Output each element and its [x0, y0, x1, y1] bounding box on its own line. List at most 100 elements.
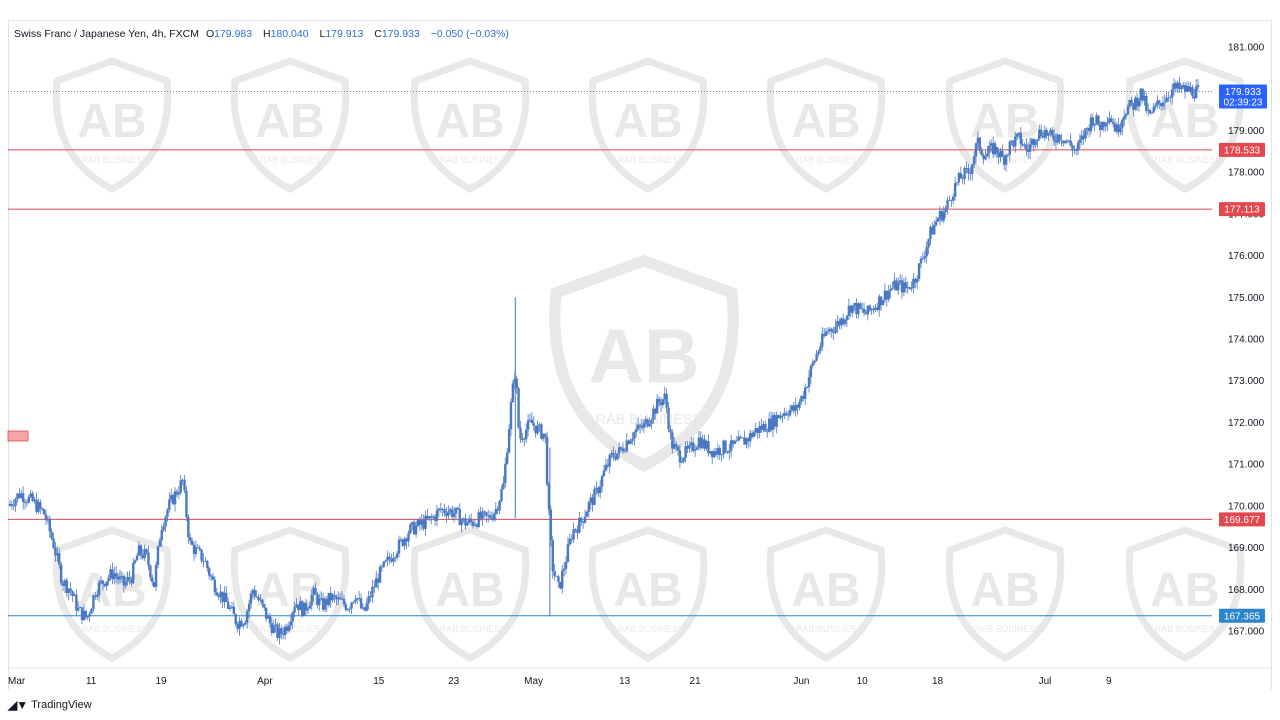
candle-body — [428, 516, 431, 519]
open-value: 179.983 — [214, 28, 253, 40]
candle-body — [244, 622, 247, 625]
candle-body — [390, 559, 393, 562]
candle-body — [953, 183, 957, 197]
watermark-text: ARAB BUSINESS — [254, 155, 327, 165]
candle-body — [690, 442, 693, 445]
candle-body — [1172, 83, 1176, 90]
candle-body — [90, 608, 93, 614]
candle-body — [663, 393, 666, 400]
candle-body — [171, 495, 175, 505]
candle-body — [712, 451, 716, 458]
candle-body — [312, 587, 315, 595]
candle-body — [589, 497, 592, 503]
chart-frame[interactable] — [8, 20, 1272, 690]
candle-body — [925, 247, 928, 257]
candle-body — [291, 612, 294, 622]
candle-body — [574, 529, 577, 530]
candle-body — [733, 440, 737, 444]
candle-series — [8, 76, 1200, 645]
candle-body — [23, 502, 27, 503]
candle-body — [458, 509, 461, 526]
candle-body — [308, 605, 311, 609]
candle-body — [1039, 129, 1043, 137]
shield-outline — [588, 57, 708, 193]
time-tick-label: May — [524, 676, 543, 687]
candle-body — [401, 539, 404, 546]
candle-body — [760, 425, 763, 430]
candle-body — [684, 445, 687, 458]
candle-body — [120, 575, 124, 577]
watermark-shield-bottom: AB ARAB BUSINESS — [766, 526, 886, 662]
candle-body — [435, 510, 439, 521]
candle-body — [872, 308, 875, 311]
candle-body — [94, 595, 97, 597]
candle-body — [319, 598, 323, 599]
candle-body — [526, 420, 530, 430]
candle-body — [485, 512, 488, 516]
candle-body — [31, 493, 34, 501]
candle-body — [12, 505, 15, 507]
candle-body — [287, 625, 291, 631]
candle-body — [52, 538, 55, 548]
candle-body — [464, 518, 467, 526]
candle-body — [77, 607, 80, 611]
candle-body — [386, 556, 389, 561]
candle-body — [240, 620, 243, 627]
candle-body — [726, 452, 729, 453]
candle-body — [162, 526, 165, 531]
candle-body — [775, 415, 778, 427]
candle-body — [912, 278, 915, 289]
candle-body — [1119, 127, 1122, 133]
candle-body — [1194, 86, 1198, 99]
time-tick-label: Jun — [793, 676, 809, 687]
candle-body — [333, 594, 336, 597]
candle-body — [718, 448, 721, 455]
candle-body — [84, 610, 88, 618]
candle-body — [997, 152, 1000, 158]
candle-body — [367, 596, 370, 604]
candle-body — [680, 461, 684, 463]
candle-body — [198, 547, 201, 550]
candle-body — [570, 538, 573, 540]
candle-body — [469, 518, 473, 522]
candle-body — [1091, 117, 1095, 126]
candle-body — [636, 424, 640, 430]
candle-body — [851, 305, 854, 313]
candle-body — [424, 515, 427, 529]
candle-body — [8, 503, 12, 506]
time-axis[interactable]: Mar 11 19 Apr 15 23 May 13 21 Jun 10 18 Jul 9 — [8, 667, 1272, 687]
candle-body — [33, 499, 36, 501]
candle-body — [955, 182, 959, 184]
candle-body — [1067, 140, 1071, 142]
candle-body — [1191, 87, 1194, 97]
candle-body — [811, 362, 814, 366]
candle-body — [1150, 112, 1154, 114]
candle-body — [147, 552, 150, 566]
candle-body — [790, 405, 794, 410]
candle-body — [132, 562, 135, 584]
candle-body — [879, 296, 883, 306]
candle-body — [1010, 140, 1013, 142]
close-label: C — [374, 28, 382, 40]
shield-letters: AB — [791, 564, 860, 617]
watermark-shield-bottom: AB ARAB BUSINESS — [588, 526, 708, 662]
candle-body — [245, 611, 249, 623]
candle-body — [843, 319, 847, 324]
candle-body — [942, 211, 945, 221]
candle-body — [591, 497, 594, 505]
price-tick-label: 169.000 — [1228, 543, 1265, 554]
candle-body — [627, 440, 630, 444]
candle-body — [1045, 129, 1048, 136]
watermark-shield-bottom: AB ARAB BUSINESS — [410, 526, 530, 662]
candle-body — [530, 419, 534, 424]
price-axis[interactable]: 181.000180.000179.000178.000177.000176.0… — [1228, 43, 1265, 638]
candle-body — [450, 509, 454, 517]
candle-body — [1102, 122, 1106, 127]
candle-body — [414, 525, 418, 535]
price-tick-label: 176.000 — [1228, 251, 1265, 262]
tradingview-logo-icon[interactable]: ◢▼ — [8, 698, 28, 712]
candle-body — [929, 226, 932, 240]
